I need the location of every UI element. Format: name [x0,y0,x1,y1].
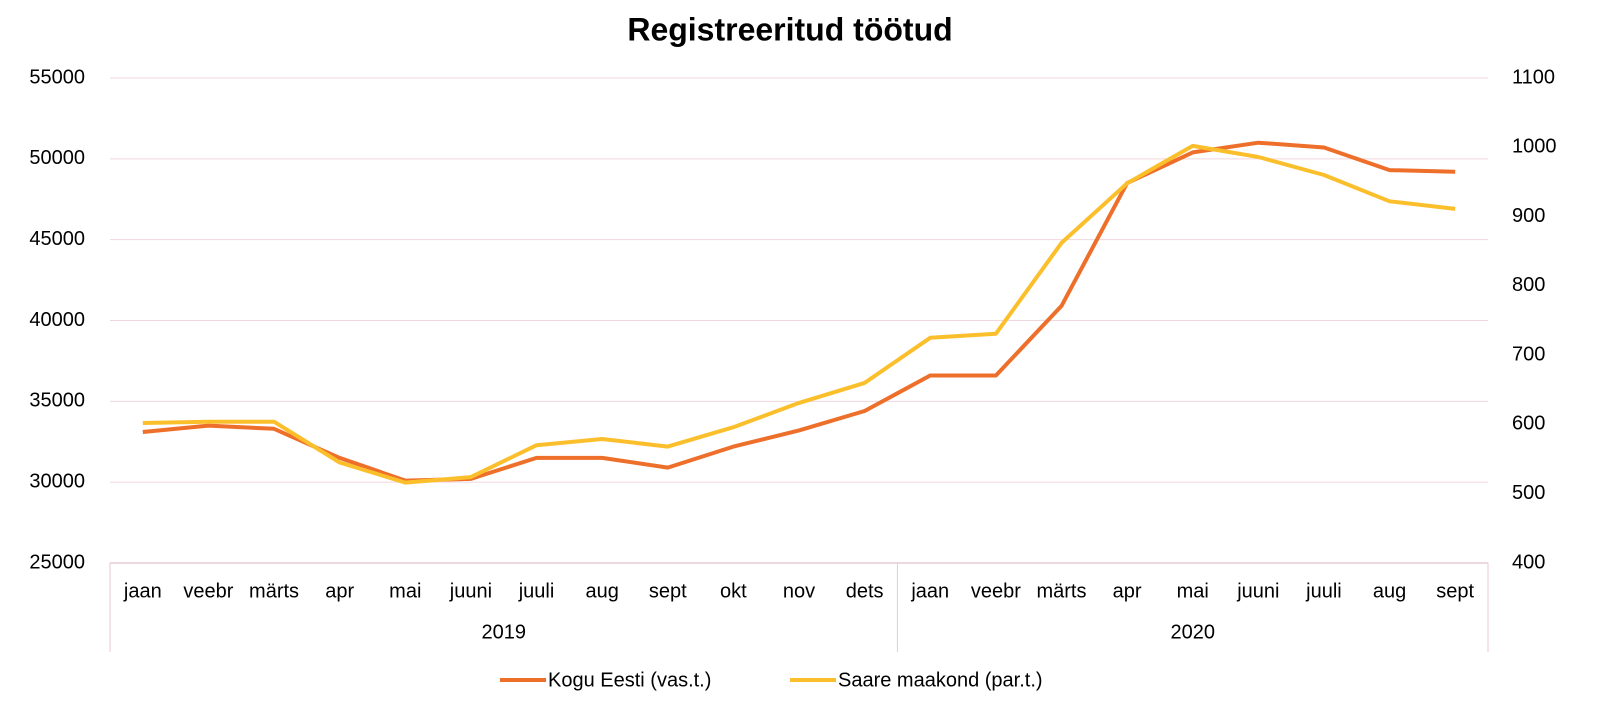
x-tick-label: juuni [1236,580,1279,602]
series-line [142,140,1456,483]
y2-tick-label: 1100 [1512,66,1555,88]
x-tick-label: sept [1436,580,1474,602]
legend-label: Kogu Eesti (vas.t.) [548,669,711,691]
x-tick-label: aug [585,580,618,602]
y2-tick-label: 800 [1512,274,1545,296]
y-tick-label: 35000 [29,390,85,412]
y-tick-label: 50000 [29,147,85,169]
y-tick-label: 30000 [29,470,85,492]
x-tick-label: sept [649,580,687,602]
x-tick-label: dets [846,580,884,602]
y-tick-label: 45000 [29,228,85,250]
x-tick-label: märts [1036,580,1086,602]
x-tick-label: mai [1177,580,1209,602]
x-tick-label: apr [1113,580,1142,602]
y-tick-label: 55000 [29,66,85,88]
legend-label: Saare maakond (par.t.) [838,669,1043,691]
x-group-label: 2020 [1170,621,1215,643]
x-tick-label: apr [325,580,354,602]
x-tick-label: juuli [1305,580,1342,602]
x-tick-label: mai [389,580,421,602]
y2-tick-label: 1000 [1512,136,1557,158]
x-tick-label: okt [720,580,747,602]
x-tick-label: juuli [518,580,555,602]
x-tick-label: juuni [449,580,492,602]
y-tick-label: 25000 [29,551,85,573]
y2-tick-label: 700 [1512,343,1545,365]
x-tick-label: aug [1373,580,1406,602]
x-tick-label: veebr [971,580,1021,602]
x-group-label: 2019 [481,621,526,643]
series-line [142,143,1456,485]
x-tick-label: veebr [183,580,233,602]
x-tick-label: jaan [910,580,949,602]
y-tick-label: 40000 [29,309,85,331]
y2-tick-label: 900 [1512,205,1545,227]
x-tick-label: jaan [123,580,162,602]
y2-tick-label: 400 [1512,551,1545,573]
x-tick-label: nov [783,580,815,602]
chart-title: Registreeritud töötud [627,11,952,47]
y2-tick-label: 600 [1512,413,1545,435]
y2-tick-label: 500 [1512,482,1545,504]
x-tick-label: märts [249,580,299,602]
